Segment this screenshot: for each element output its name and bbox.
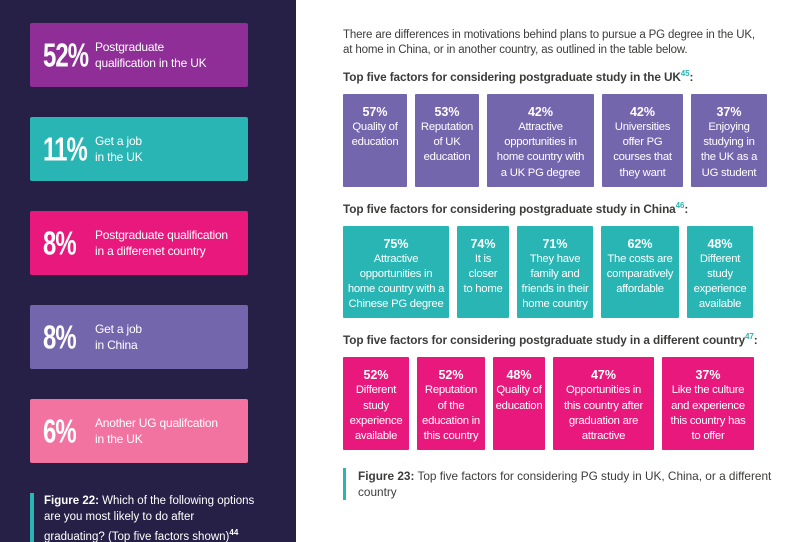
factor-box: 75% Attractive opportunities in home cou… [343,225,449,319]
stat-value: 52% [43,34,89,74]
section-china: Top five factors for considering postgra… [343,201,801,319]
factor-label: They have family and friends in their ho… [521,252,589,311]
factor-box: 48% Different study experience available [687,225,753,319]
factor-box: 48% Quality of education [493,357,545,451]
factor-label: Opportunities in this country after grad… [563,384,643,442]
stat-value: 8% [43,222,77,262]
factor-value: 75% [383,236,409,251]
factor-value: 48% [506,368,532,383]
stat-card-pg-qualification-other-country: 8% Postgraduate qualification in a diffe… [30,211,248,275]
footnote-marker-44: 44 [229,528,239,537]
factor-value: 42% [629,104,656,119]
sidebar-panel: 52% Postgraduate qualification in the UK… [0,0,296,542]
section-different-country-heading-text: Top five factors for considering postgra… [343,333,746,348]
factor-box: 57% Quality of education [343,93,407,187]
factor-label: Enjoying studying in the UK as a UG stud… [700,120,758,179]
intro-paragraph: There are differences in motivations beh… [343,29,755,56]
factor-box: 62% The costs are comparatively affordab… [601,225,679,319]
factor-value: 52% [363,368,389,383]
factor-box: 53% Reputation of UK education [415,93,479,187]
stat-label: Get a job in the UK [95,134,143,164]
factor-row-uk: 57% Quality of education 53% Reputation … [343,93,801,187]
factor-value: 57% [362,104,388,119]
stat-value: 11% [43,128,88,168]
figure-22-label: Figure 22: [44,495,99,507]
section-china-heading-text: Top five factors for considering postgra… [343,201,676,216]
stat-label: Postgraduate qualification in the UK [95,40,207,70]
factor-box: 47% Opportunities in this country after … [553,357,654,451]
factor-value: 47% [590,368,617,383]
factor-label: The costs are comparatively affordable [606,252,674,296]
factor-box: 71% They have family and friends in thei… [517,225,593,319]
footnote-marker-45: 45 [680,69,690,78]
stat-label: Postgraduate qualification in a differen… [95,228,228,258]
factor-value: 53% [434,104,460,119]
factor-value: 62% [627,236,653,251]
section-uk-heading-text: Top five factors for considering postgra… [343,69,681,84]
figure-22-caption: Figure 22: Which of the following option… [30,493,256,542]
content-panel: There are differences in motivations beh… [296,0,811,542]
stat-label: Another UG qualifcation in the UK [95,416,218,446]
stat-value: 8% [43,316,77,356]
factor-box: 52% Different study experience available [343,357,409,451]
factor-box: 42% Universities offer PG courses that t… [602,93,683,187]
factor-label: It is closer to home [463,252,503,296]
factor-box: 74% It is closer to home [457,225,509,319]
factor-value: 48% [707,236,733,251]
factor-label: Quality of education [351,120,399,149]
factor-label: Reputation of the education in this coun… [422,384,480,442]
factor-value: 74% [470,236,496,251]
factor-label: Quality of education [495,384,543,412]
factor-label: Attractive opportunities in home country… [347,252,445,311]
figure-23-caption: Figure 23: Top five factors for consider… [343,468,793,501]
factor-value: 52% [438,368,464,383]
factor-box: 52% Reputation of the education in this … [417,357,485,451]
factor-row-china: 75% Attractive opportunities in home cou… [343,225,801,319]
factor-value: 37% [716,104,742,119]
figure-23-text: Top five factors for considering PG stud… [358,469,772,500]
factor-label: Like the culture and experience this cou… [670,384,746,442]
factor-label: Different study experience available [693,252,747,311]
section-china-heading: Top five factors for considering postgra… [343,201,801,216]
factor-row-different-country: 52% Different study experience available… [343,357,801,451]
factor-label: Different study experience available [349,384,403,442]
stat-label: Get a job in China [95,322,142,352]
factor-box: 42% Attractive opportunities in home cou… [487,93,594,187]
factor-label: Attractive opportunities in home country… [496,120,585,179]
factor-value: 71% [542,236,568,251]
stat-card-pg-qualification-uk: 52% Postgraduate qualification in the UK [30,23,248,87]
section-uk: Top five factors for considering postgra… [343,69,801,187]
section-uk-heading: Top five factors for considering postgra… [343,69,801,84]
section-different-country-heading-colon: : [753,333,758,348]
section-different-country-heading: Top five factors for considering postgra… [343,332,801,347]
figure-22-text: Which of the following options are you m… [44,495,255,542]
stat-card-job-uk: 11% Get a job in the UK [30,117,248,181]
factor-value: 42% [527,104,554,119]
section-china-heading-colon: : [684,201,689,216]
factor-label: Universities offer PG courses that they … [613,120,672,179]
factor-box: 37% Like the culture and experience this… [662,357,754,451]
footnote-marker-46: 46 [675,200,685,210]
section-different-country: Top five factors for considering postgra… [343,332,801,451]
factor-label: Reputation of UK education [420,120,474,164]
figure-23-label: Figure 23: [358,469,415,484]
section-uk-heading-colon: : [689,69,694,84]
factor-value: 37% [695,368,721,383]
factor-box: 37% Enjoying studying in the UK as a UG … [691,93,767,187]
stat-value: 6% [43,410,77,450]
footnote-marker-47: 47 [745,332,754,342]
stat-card-job-china: 8% Get a job in China [30,305,248,369]
stat-card-another-ug-uk: 6% Another UG qualifcation in the UK [30,399,248,463]
